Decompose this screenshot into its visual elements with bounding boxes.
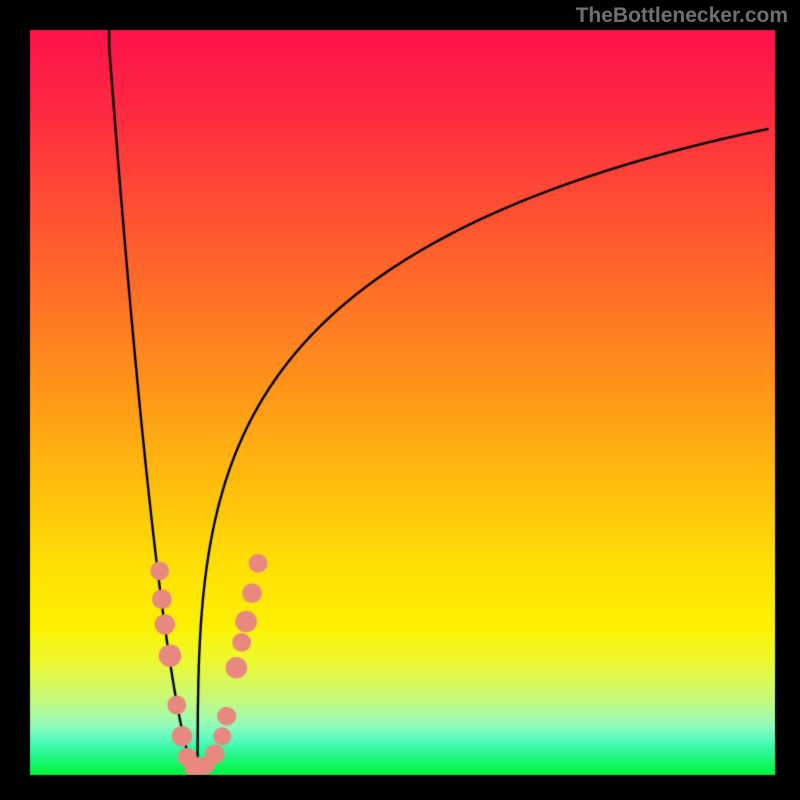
bottleneck-chart-canvas bbox=[0, 0, 800, 800]
chart-stage: TheBottlenecker.com bbox=[0, 0, 800, 800]
watermark-text: TheBottlenecker.com bbox=[576, 4, 788, 28]
